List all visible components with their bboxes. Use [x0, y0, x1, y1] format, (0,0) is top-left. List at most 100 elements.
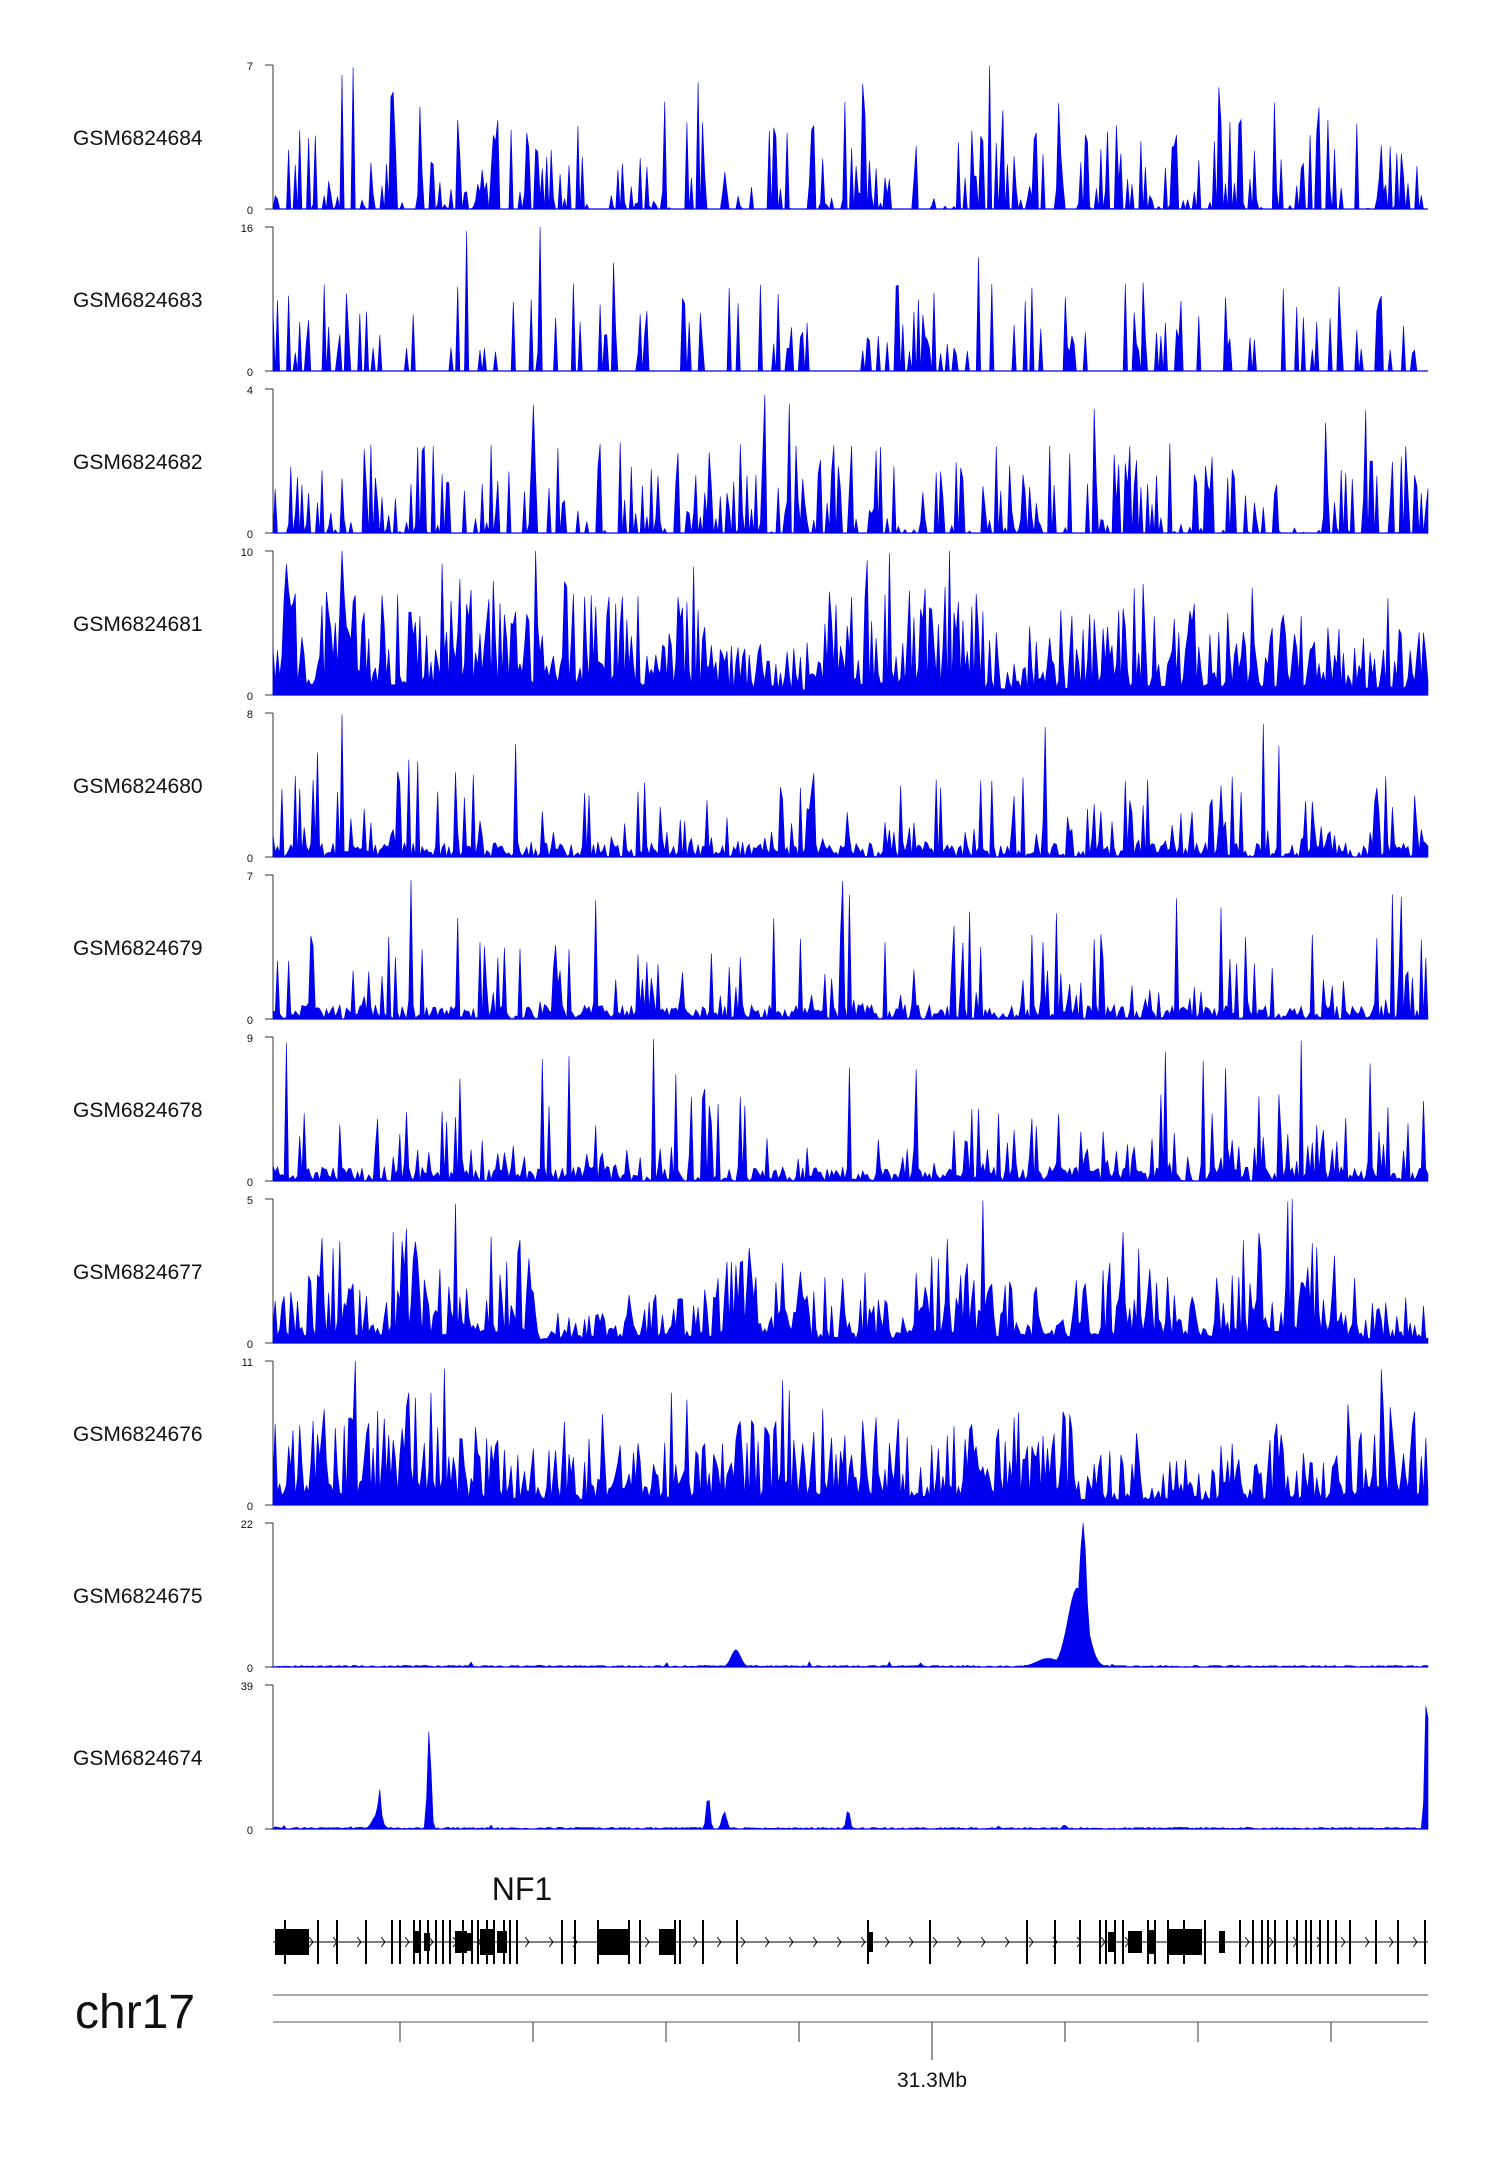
strand-chevron [980, 1936, 986, 1948]
gene-track-nf1: NF1 [273, 1871, 1428, 1964]
signal-area [272, 879, 1429, 1020]
exon [659, 1929, 675, 1955]
exon [1219, 1931, 1225, 1953]
track-GSM6824679: GSM6824679 7 0 [73, 871, 1429, 1027]
strand-chevron [860, 1936, 866, 1948]
y-max-label: 7 [247, 871, 253, 883]
y-min-label: 0 [247, 1663, 253, 1675]
track-GSM6824681: GSM6824681 10 0 [73, 547, 1429, 703]
track-label: GSM6824676 [73, 1423, 203, 1446]
track-GSM6824676: GSM6824676 11 0 [73, 1357, 1429, 1513]
track-GSM6824677: GSM6824677 5 0 [73, 1195, 1429, 1351]
y-min-label: 0 [247, 1501, 253, 1513]
strand-chevron [1244, 1936, 1250, 1948]
y-min-label: 0 [247, 1825, 253, 1837]
signal-area [272, 1198, 1429, 1344]
exon [413, 1931, 421, 1953]
strand-chevron [428, 1936, 434, 1948]
y-max-label: 16 [241, 223, 253, 235]
exon [497, 1931, 507, 1953]
strand-chevron [716, 1936, 722, 1948]
y-max-label: 8 [247, 709, 253, 721]
y-min-label: 0 [247, 205, 253, 217]
chromosome-label: chr17 [75, 1986, 195, 2039]
exon [1148, 1930, 1154, 1954]
track-label: GSM6824682 [73, 451, 203, 474]
strand-chevron [1004, 1936, 1010, 1948]
signal-area [272, 714, 1429, 859]
signal-tracks: GSM682468470GSM6824683160GSM682468240GSM… [73, 61, 1429, 1837]
strand-chevron [956, 1936, 962, 1948]
strand-chevron [1388, 1936, 1394, 1948]
signal-area [272, 1706, 1429, 1830]
y-max-label: 10 [241, 547, 253, 559]
track-GSM6824675: GSM6824675 22 0 [73, 1519, 1429, 1675]
track-GSM6824684: GSM6824684 7 0 [73, 61, 1428, 217]
track-GSM6824674: GSM6824674 39 0 [73, 1681, 1429, 1837]
track-label: GSM6824681 [73, 613, 203, 636]
y-max-label: 9 [247, 1033, 253, 1045]
strand-chevron [812, 1936, 818, 1948]
y-min-label: 0 [247, 1177, 253, 1189]
track-label: GSM6824678 [73, 1099, 203, 1122]
track-GSM6824682: GSM6824682 4 0 [73, 385, 1429, 541]
y-max-label: 22 [241, 1519, 253, 1531]
exon [868, 1932, 873, 1952]
y-max-label: 39 [241, 1681, 253, 1693]
y-min-label: 0 [247, 1015, 253, 1027]
y-max-label: 7 [247, 61, 253, 73]
y-min-label: 0 [247, 691, 253, 703]
y-max-label: 4 [247, 385, 253, 397]
strand-chevron [1412, 1936, 1418, 1948]
strand-chevron [788, 1936, 794, 1948]
y-min-label: 0 [247, 367, 253, 379]
track-GSM6824683: GSM6824683 16 0 [73, 223, 1428, 379]
y-min-label: 0 [247, 529, 253, 541]
strand-chevron [1340, 1936, 1346, 1948]
strand-chevron [356, 1936, 362, 1948]
strand-chevron [644, 1936, 650, 1948]
axis-lines [273, 1994, 1428, 2060]
signal-area [272, 1522, 1429, 1668]
strand-chevron [836, 1936, 842, 1948]
signal-area [272, 227, 1428, 372]
exon [1128, 1931, 1142, 1953]
track-GSM6824680: GSM6824680 8 0 [73, 709, 1429, 865]
strand-chevron [308, 1936, 314, 1948]
strand-chevron [908, 1936, 914, 1948]
signal-area [272, 394, 1429, 535]
gene-label: NF1 [492, 1871, 552, 1907]
signal-area [272, 550, 1429, 696]
y-max-label: 11 [242, 1357, 253, 1369]
track-label: GSM6824683 [73, 289, 203, 312]
track-label: GSM6824680 [73, 775, 203, 798]
strand-chevron [1028, 1936, 1034, 1948]
axis-tick-label: 31.3Mb [897, 2069, 967, 2092]
strand-chevron [1364, 1936, 1370, 1948]
track-GSM6824678: GSM6824678 9 0 [73, 1033, 1429, 1189]
strand-chevron [380, 1936, 386, 1948]
strand-chevron [884, 1936, 890, 1948]
exon [598, 1929, 630, 1955]
track-label: GSM6824679 [73, 937, 203, 960]
signal-area [272, 65, 1428, 211]
strand-chevron [740, 1936, 746, 1948]
strand-chevron [548, 1936, 554, 1948]
strand-chevron [692, 1936, 698, 1948]
exon [465, 1933, 473, 1951]
strand-chevron [404, 1936, 410, 1948]
gene-model [273, 1920, 1428, 1964]
track-label: GSM6824677 [73, 1261, 203, 1284]
track-label: GSM6824684 [73, 127, 203, 150]
track-label: GSM6824674 [73, 1747, 203, 1770]
track-label: GSM6824675 [73, 1585, 203, 1608]
signal-area [272, 1039, 1429, 1183]
chromosome-axis: chr17 31.3Mb [75, 1986, 1428, 2092]
strand-chevron [1268, 1936, 1274, 1948]
signal-area [272, 1360, 1429, 1506]
y-max-label: 5 [247, 1195, 253, 1207]
exon [275, 1929, 309, 1955]
y-min-label: 0 [247, 1339, 253, 1351]
strand-chevron [524, 1936, 530, 1948]
